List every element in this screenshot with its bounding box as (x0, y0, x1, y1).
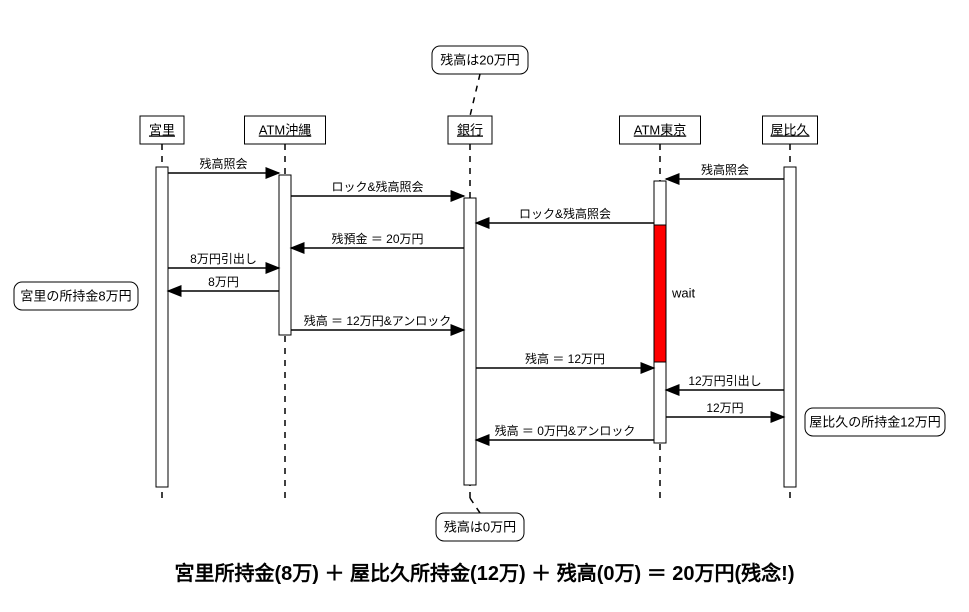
actor-label-bank: 銀行 (457, 122, 483, 137)
actor-label-atm_tokyo: ATM東京 (634, 122, 686, 137)
message-label: 残高 ＝ 12万円&アンロック (304, 313, 452, 328)
note-connector (470, 498, 480, 513)
message-label: 残預金 ＝ 20万円 (331, 231, 423, 246)
note-text-top: 残高は20万円 (440, 52, 519, 67)
sequence-diagram: wait宮里ATM沖縄銀行ATM東京屋比久残高照会残高照会ロック&残高照会ロック… (0, 0, 969, 612)
note-connector (470, 74, 480, 116)
message-label: 8万円引出し (190, 252, 257, 266)
activation-atm_okinawa (279, 175, 291, 335)
wait-label: wait (671, 286, 696, 301)
wait-block (654, 225, 666, 362)
message-label: ロック&残高照会 (331, 179, 423, 194)
note-text-right: 屋比久の所持金12万円 (809, 414, 940, 429)
message-label: 12万円引出し (688, 374, 761, 388)
message-label: ロック&残高照会 (519, 206, 611, 221)
activation-yabiku (784, 167, 796, 487)
actor-label-miyazato: 宮里 (149, 122, 175, 137)
message-label: 残高照会 (199, 156, 247, 171)
activation-miyazato (156, 167, 168, 487)
message-label: 残高照会 (701, 162, 749, 177)
message-label: 8万円 (208, 275, 239, 289)
note-text-left: 宮里の所持金8万円 (20, 288, 131, 303)
actor-label-yabiku: 屋比久 (770, 122, 809, 137)
activation-bank (464, 198, 476, 485)
message-label: 12万円 (706, 401, 743, 415)
note-text-bottom: 残高は0万円 (444, 519, 516, 534)
message-label: 残高 ＝ 0万円&アンロック (495, 423, 636, 438)
actor-label-atm_okinawa: ATM沖縄 (259, 122, 311, 137)
message-label: 残高 ＝ 12万円 (525, 351, 605, 366)
conclusion-text: 宮里所持金(8万) ＋ 屋比久所持金(12万) ＋ 残高(0万) ＝ 20万円(… (174, 561, 794, 585)
